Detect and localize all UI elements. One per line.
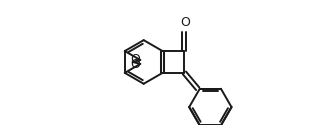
Text: O: O <box>180 16 190 29</box>
Text: O: O <box>131 58 140 71</box>
Text: O: O <box>131 53 140 66</box>
